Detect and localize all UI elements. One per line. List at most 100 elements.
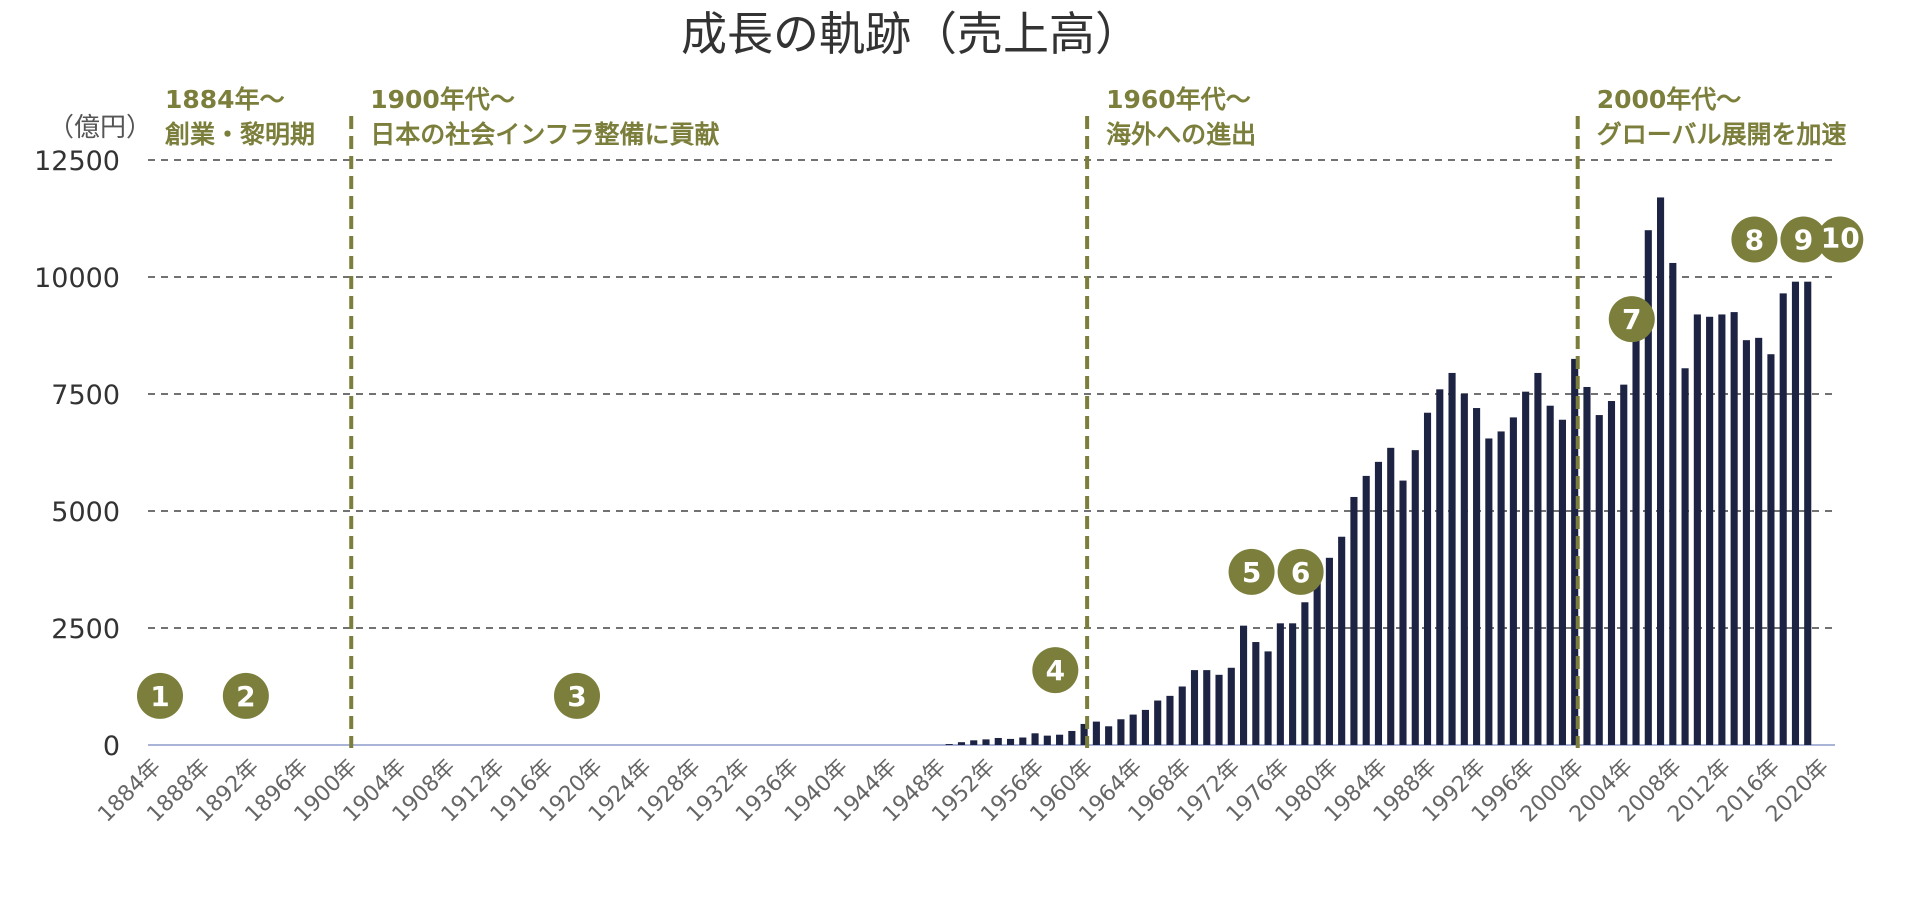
bar (1227, 667, 1235, 745)
milestone-marker (1817, 216, 1864, 263)
bar (1105, 726, 1113, 745)
milestone-marker-number: 1 (150, 680, 169, 713)
era-dividers (349, 116, 1580, 748)
milestone-marker-number: 10 (1821, 221, 1860, 254)
bar (1252, 642, 1260, 745)
era-label-description: 日本の社会インフラ整備に貢献 (370, 120, 719, 149)
bar (1706, 316, 1714, 745)
milestone-marker-number: 7 (1622, 303, 1641, 336)
bar (1338, 536, 1346, 745)
milestone-marker-number: 6 (1291, 556, 1310, 589)
bar (1644, 230, 1652, 745)
bar (1657, 197, 1665, 745)
bar (1620, 384, 1628, 745)
bar (994, 737, 1002, 745)
bar (982, 739, 990, 745)
bar (1019, 737, 1027, 745)
bar (1154, 700, 1162, 745)
bar (1436, 389, 1444, 745)
bar (1411, 450, 1419, 745)
bar (1031, 733, 1039, 745)
milestone-marker (1277, 548, 1324, 595)
era-labels: 1884年～ 創業・黎明期 1900年代～ 日本の社会インフラ整備に貢献 1960年代～… (165, 85, 1846, 149)
bar-series (945, 197, 1812, 745)
bar (1325, 557, 1333, 745)
bar (1485, 438, 1493, 745)
bar (1313, 562, 1321, 745)
bar (1804, 281, 1812, 745)
bar (1215, 674, 1223, 745)
era-label-description: 海外への進出 (1106, 120, 1256, 149)
era-label-period: 1960年代～ (1106, 85, 1251, 114)
bar (1068, 730, 1076, 745)
x-axis-ticks: 1884年1888年1892年1896年1900年1904年1908年1912年… (93, 755, 1834, 828)
bar (1080, 723, 1088, 745)
bar (1141, 709, 1149, 745)
bar (1178, 686, 1186, 745)
bar (1546, 405, 1554, 745)
chart-title: 成長の軌跡（売上高） (681, 7, 1141, 61)
y-tick-label: 7500 (51, 380, 120, 411)
bar (1092, 721, 1100, 745)
bar (1509, 417, 1517, 745)
bar (1571, 358, 1579, 745)
y-axis-ticks: 0 2500 5000 7500 10000 12500 (34, 146, 120, 762)
bar (1387, 447, 1395, 745)
milestone-marker (1608, 296, 1655, 343)
milestone-marker-number: 8 (1745, 224, 1764, 257)
bar (1791, 281, 1800, 745)
era-label-period: 2000年代～ (1597, 85, 1742, 114)
milestone-marker (554, 672, 600, 719)
bar (1362, 475, 1370, 745)
bar (1497, 431, 1505, 745)
milestone-marker (222, 672, 269, 719)
milestone-marker (1032, 647, 1079, 694)
y-tick-label: 10000 (34, 263, 120, 294)
bar (1558, 419, 1566, 745)
bar (945, 744, 953, 745)
bar (1755, 337, 1763, 745)
milestone-marker (1731, 216, 1778, 263)
bar (1301, 602, 1309, 745)
y-tick-label: 5000 (51, 497, 120, 528)
bar (1730, 312, 1738, 745)
bar (1767, 354, 1775, 745)
milestone-marker (1228, 548, 1275, 595)
grid-lines (148, 159, 1835, 746)
bar (1374, 461, 1383, 745)
bar (1276, 623, 1284, 745)
era-label-period: 1900年代～ (370, 85, 515, 114)
bar (1742, 340, 1750, 745)
bar (1289, 623, 1297, 745)
bar (1681, 368, 1689, 745)
bar (1473, 408, 1481, 745)
bar (1129, 714, 1137, 745)
bar (1350, 496, 1358, 745)
milestone-marker-number: 3 (567, 680, 586, 713)
bar (1669, 262, 1677, 745)
y-axis-unit-label: （億円） (48, 113, 152, 143)
bar (1423, 412, 1432, 745)
bar (1399, 480, 1407, 745)
bar (1190, 670, 1199, 745)
bar (1522, 391, 1530, 745)
bar (1006, 738, 1015, 745)
bar (1460, 394, 1468, 745)
y-tick-label: 2500 (51, 614, 120, 645)
bar (1043, 735, 1051, 745)
bar (1264, 651, 1272, 745)
bar (1117, 719, 1125, 745)
y-tick-label: 12500 (34, 146, 120, 177)
era-label-period: 1884年～ (165, 85, 285, 114)
milestone-marker (137, 672, 183, 719)
milestone-marker-number: 4 (1046, 654, 1065, 687)
bar (1166, 695, 1174, 745)
bar (1448, 372, 1456, 745)
bar (1632, 337, 1640, 745)
bar (1779, 293, 1787, 745)
y-tick-label: 0 (103, 731, 120, 762)
bar (1595, 415, 1603, 745)
bar (1693, 314, 1701, 745)
era-label-description: グローバル展開を加速 (1597, 120, 1847, 149)
era-label-description: 創業・黎明期 (165, 120, 315, 149)
